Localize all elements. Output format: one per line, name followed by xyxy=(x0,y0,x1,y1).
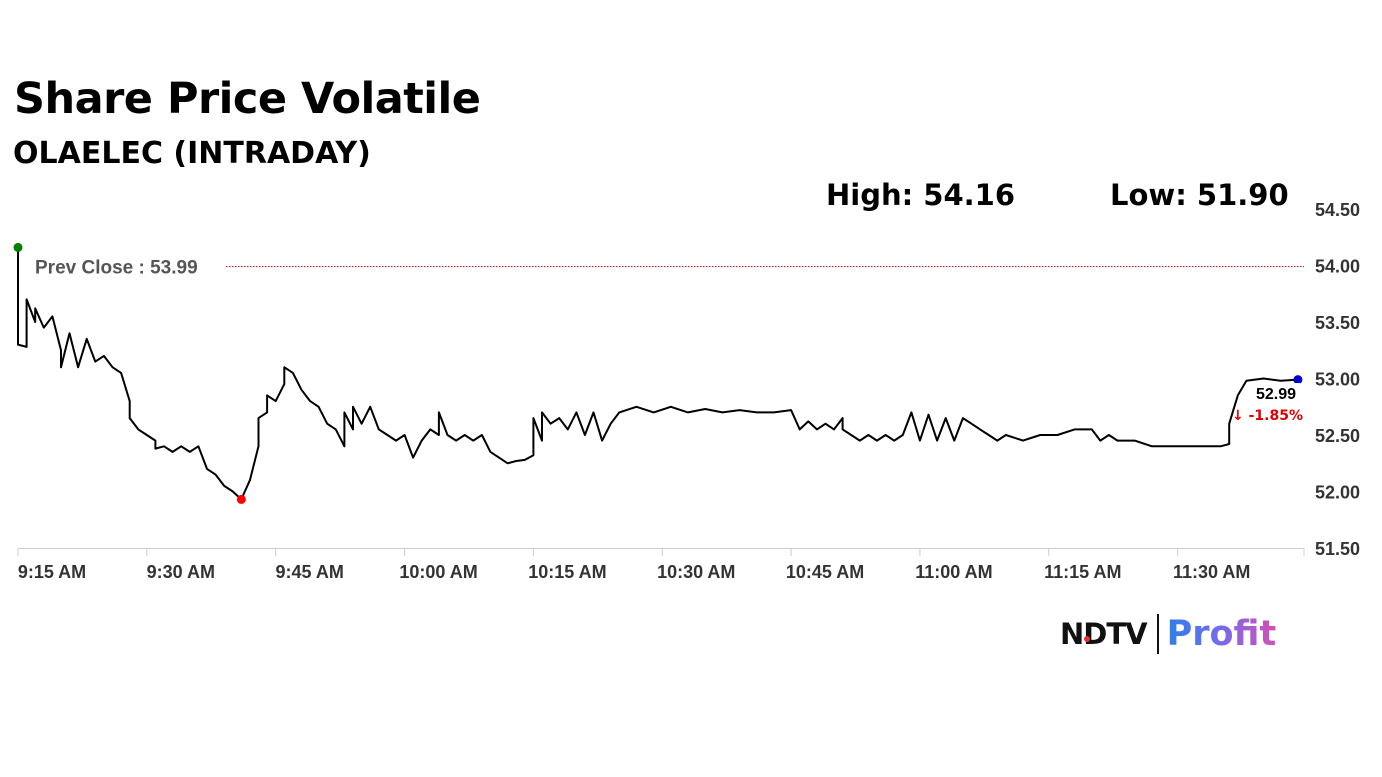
y-tick-label: 54.50 xyxy=(1315,200,1360,220)
prev-close-label: Prev Close : 53.99 xyxy=(35,258,198,279)
day-high-marker xyxy=(13,242,23,252)
day-low-label: Low: 51.90 xyxy=(1110,178,1289,212)
y-tick-label: 53.50 xyxy=(1315,313,1360,333)
ndtv-logo-dot xyxy=(1084,636,1090,642)
x-tick-label: 9:15 AM xyxy=(18,562,86,582)
day-high-label: High: 54.16 xyxy=(826,178,1016,212)
y-tick-label: 53.00 xyxy=(1315,370,1360,390)
change-percent-label: ↓ -1.85% xyxy=(1232,408,1303,424)
x-tick-label: 10:00 AM xyxy=(399,562,477,582)
y-tick-label: 52.50 xyxy=(1315,426,1360,446)
x-tick-label: 11:00 AM xyxy=(915,562,992,582)
ndtv-logo-text: NDTV xyxy=(1060,617,1148,651)
price-line xyxy=(17,247,1298,501)
last-price-box xyxy=(1246,383,1300,403)
x-tick-label: 9:45 AM xyxy=(276,562,344,582)
profit-logo-text: Profit xyxy=(1166,614,1277,654)
brand-separator xyxy=(1156,614,1159,654)
x-tick-label: 11:30 AM xyxy=(1173,562,1250,582)
x-tick-label: 10:30 AM xyxy=(657,562,735,582)
y-tick-label: 52.00 xyxy=(1315,483,1360,503)
last-price-label: 52.99 xyxy=(1256,386,1296,403)
y-tick-label: 51.50 xyxy=(1315,539,1360,559)
chart-title: Share Price Volatile xyxy=(14,74,481,124)
chart-subtitle: OLAELEC (INTRADAY) xyxy=(13,136,371,171)
day-low-marker xyxy=(236,494,246,504)
last-price-marker xyxy=(1293,375,1303,385)
y-tick-label: 54.00 xyxy=(1315,257,1360,277)
x-tick-label: 10:15 AM xyxy=(528,562,606,582)
x-tick-label: 11:15 AM xyxy=(1044,562,1121,582)
brand-logo: NDTV Profit xyxy=(1060,611,1276,657)
x-tick-label: 9:30 AM xyxy=(147,562,215,582)
x-tick-label: 10:45 AM xyxy=(786,562,864,582)
